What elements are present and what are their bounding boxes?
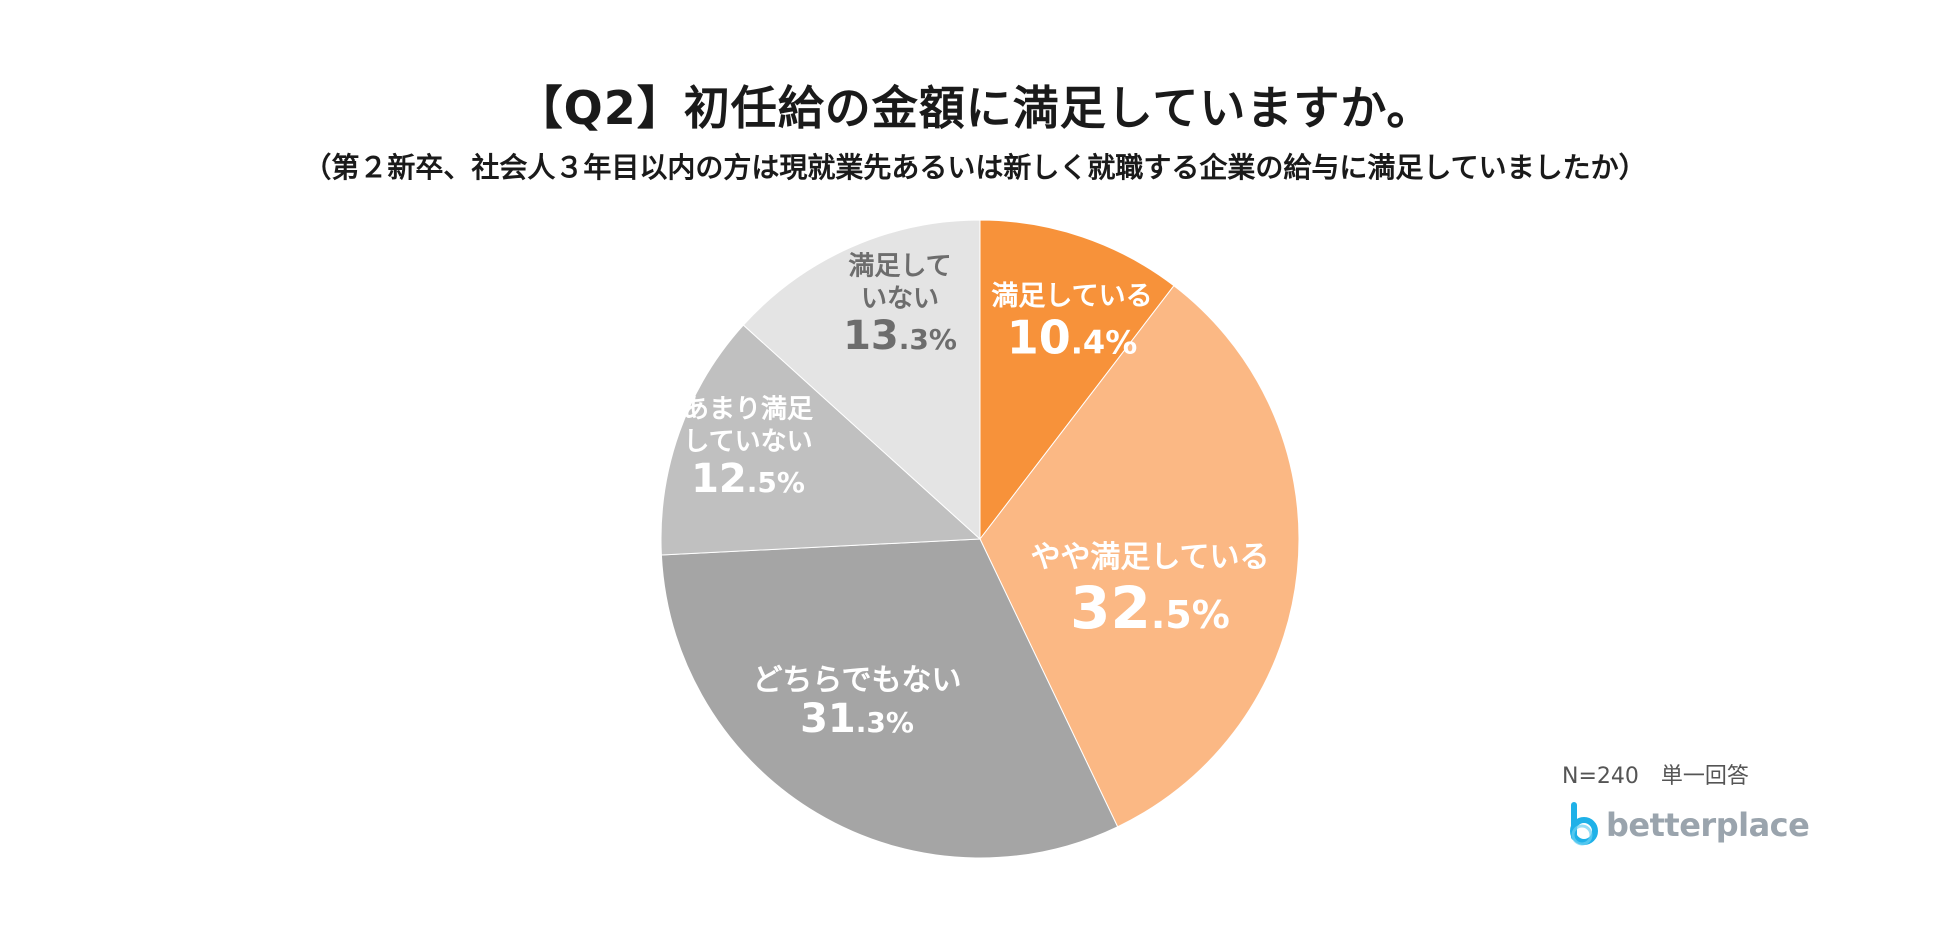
slice-label-4-line-0: 満足して [848, 252, 951, 282]
pie-slice-0 [979, 219, 1175, 541]
slice-label-0-line-0: 満足している [991, 281, 1152, 312]
slice-value-2: 31.3% [800, 696, 914, 742]
slice-value-4: 13.3% [843, 313, 957, 359]
slice-label-1-line-0: やや満足している [1030, 540, 1269, 575]
betterplace-logo: betterplace [1566, 800, 1810, 850]
slice-label-3-line-0: あまり満足 [683, 395, 813, 425]
betterplace-logo-icon [1570, 802, 1598, 846]
chart-subtitle: （第２新卒、社会人３年目以内の方は現就業先あるいは新しく就職する企業の給与に満足… [303, 151, 1647, 184]
slice-label-4-line-1: いない [861, 284, 939, 314]
pie-slice-3 [660, 324, 982, 556]
slice-label-2-line-0: どちらでもない [752, 663, 961, 698]
slice-value-3: 12.5% [691, 456, 805, 502]
pie-slice-4 [742, 219, 981, 541]
chart-title: 【Q2】初任給の金額に満足していますか。 [516, 81, 1434, 135]
pie-slice-2 [660, 538, 1119, 859]
slice-value-0: 10.4% [1007, 310, 1138, 364]
slice-label-3-line-1: していない [683, 427, 812, 457]
pie-slice-1 [979, 285, 1300, 828]
betterplace-logo-text: betterplace [1606, 806, 1810, 844]
slice-value-1: 32.5% [1070, 574, 1230, 642]
sample-size-note: N=240 単一回答 [1562, 764, 1749, 789]
